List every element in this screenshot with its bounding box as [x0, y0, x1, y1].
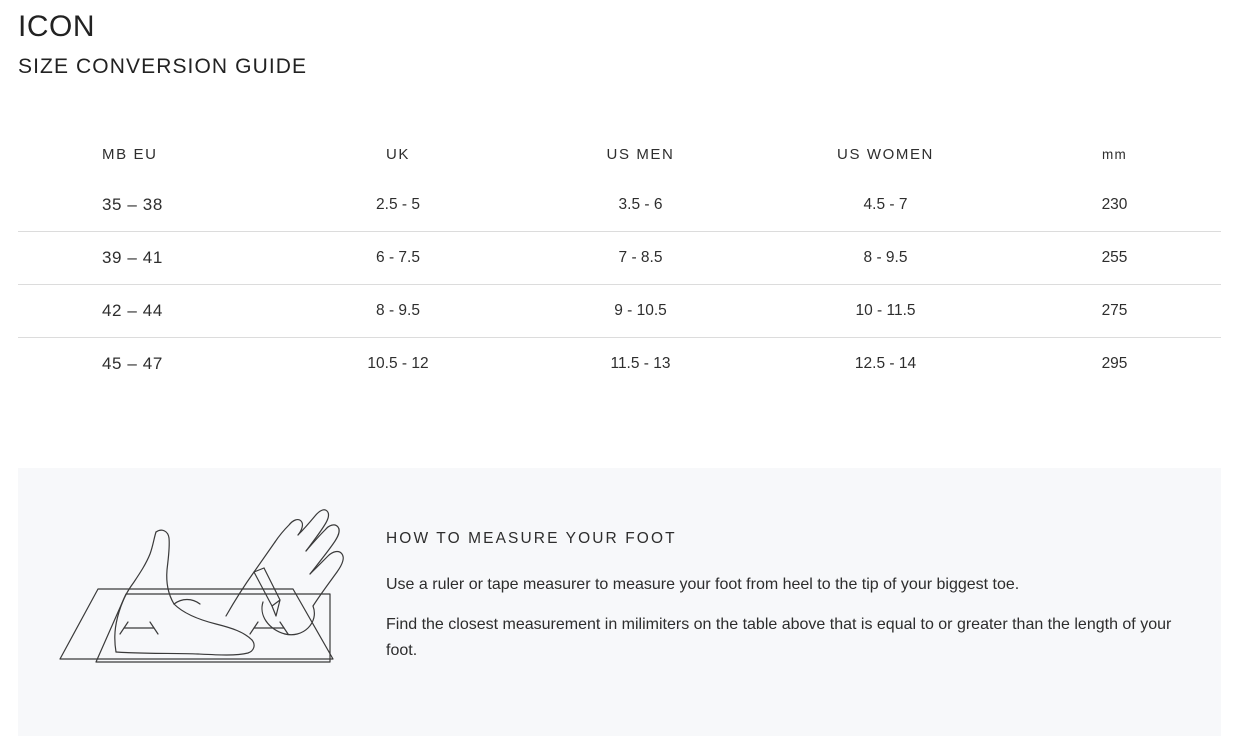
cell-uk: 2.5 - 5 — [376, 195, 420, 213]
cell-uk: 6 - 7.5 — [376, 249, 420, 266]
foot-measure-illustration — [58, 494, 378, 684]
cell-mb-eu: 42 – 44 — [102, 301, 163, 320]
cell-mm: 275 — [1101, 302, 1128, 319]
panel-paragraph-1: Use a ruler or tape measurer to measure … — [386, 576, 1020, 593]
cell-us-women: 10 - 11.5 — [855, 302, 916, 319]
table-row: 45 – 47 10.5 - 12 11.5 - 13 12.5 - 14 29… — [18, 337, 1221, 390]
foot-measure-icon — [59, 509, 344, 663]
cell-uk: 10.5 - 12 — [367, 355, 429, 372]
how-to-measure-panel: HOW TO MEASURE YOUR FOOT Use a ruler or … — [18, 468, 1221, 736]
page-subtitle: SIZE CONVERSION GUIDE — [18, 54, 308, 78]
column-header-us-women: US WOMEN — [837, 145, 934, 163]
cell-us-women: 4.5 - 7 — [863, 195, 908, 213]
column-header-us-men: US MEN — [606, 145, 675, 163]
page-header: ICON SIZE CONVERSION GUIDE — [18, 8, 307, 80]
cell-us-men: 7 - 8.5 — [618, 249, 663, 266]
column-header-uk: UK — [385, 145, 411, 163]
cell-mb-eu: 39 – 41 — [102, 248, 163, 267]
brand-title: ICON — [18, 10, 95, 43]
column-header-mm: mm — [1102, 146, 1127, 162]
cell-us-men: 9 - 10.5 — [614, 302, 667, 319]
panel-paragraph-2: Find the closest measurement in milimite… — [386, 615, 1172, 659]
how-to-measure-text: HOW TO MEASURE YOUR FOOT Use a ruler or … — [386, 530, 1196, 678]
cell-mm: 295 — [1101, 355, 1128, 372]
cell-mm: 230 — [1101, 195, 1128, 213]
table-row: 42 – 44 8 - 9.5 9 - 10.5 10 - 11.5 275 — [18, 284, 1221, 337]
cell-us-men: 3.5 - 6 — [618, 195, 663, 213]
cell-mb-eu: 45 – 47 — [102, 354, 163, 373]
table-header-row: MB EU UK US MEN US WOMEN mm — [18, 130, 1221, 178]
cell-us-women: 12.5 - 14 — [854, 355, 917, 372]
cell-mm: 255 — [1101, 249, 1128, 266]
table-row: 35 – 38 2.5 - 5 3.5 - 6 4.5 - 7 230 — [18, 178, 1221, 231]
size-conversion-table: MB EU UK US MEN US WOMEN mm 35 – 38 2.5 … — [18, 130, 1221, 390]
cell-us-women: 8 - 9.5 — [863, 249, 908, 266]
table-row: 39 – 41 6 - 7.5 7 - 8.5 8 - 9.5 255 — [18, 231, 1221, 284]
cell-mb-eu: 35 – 38 — [102, 194, 163, 214]
cell-uk: 8 - 9.5 — [376, 302, 420, 319]
panel-heading: HOW TO MEASURE YOUR FOOT — [386, 530, 677, 547]
column-header-mb-eu: MB EU — [102, 145, 158, 163]
cell-us-men: 11.5 - 13 — [610, 355, 671, 372]
